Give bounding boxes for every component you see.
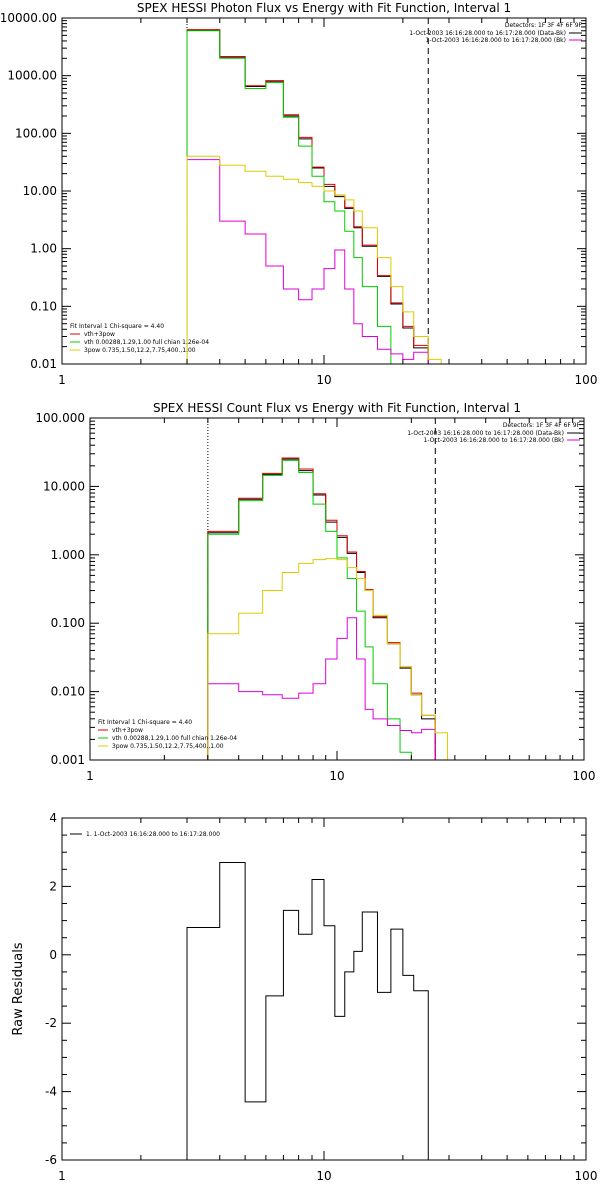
y-axis-label: Raw Residuals: [11, 942, 26, 1035]
y-tick-label: -4: [45, 1085, 57, 1099]
series-4-line: [207, 617, 448, 760]
y-tick-label: 1000.00: [7, 69, 57, 83]
legend-detectors: Detectors: 1F 3F 4F 6F 9F: [505, 22, 583, 29]
series-group: [186, 29, 442, 364]
chart-title: SPEX HESSI Photon Flux vs Energy with Fi…: [137, 1, 511, 15]
y-tick-label: 2: [49, 879, 57, 893]
legend-entry-text: 1-Oct-2003 16:16:28.000 to 16:17:28.000 …: [426, 37, 567, 44]
y-tick-label: 0.001: [51, 753, 85, 767]
plot-panel-2: SPEX HESSI Count Flux vs Energy with Fit…: [35, 401, 595, 783]
legend-fit-entry: vth 0.00288,1.29,1.00 full chian 1.26e-0…: [112, 735, 237, 742]
legend-entry-text: 1-Oct-2003 16:16:28.000 to 16:17:28.000 …: [407, 430, 564, 437]
x-tick-label: 10: [316, 373, 331, 387]
series-4-line: [186, 159, 442, 364]
x-tick-label: 100: [575, 373, 598, 387]
y-tick-label: 10.000: [43, 479, 85, 493]
y-tick-label: 0.10: [30, 299, 57, 313]
x-tick-label: 10: [316, 1169, 331, 1183]
y-tick-label: 1.000: [51, 548, 85, 562]
series-1-line: [207, 458, 448, 760]
y-tick-label: 0: [49, 948, 57, 962]
axes-frame: [61, 817, 587, 1161]
y-tick-label: -2: [45, 1016, 57, 1030]
series-2-line: [186, 29, 442, 364]
y-tick-label: 0.100: [51, 616, 85, 630]
chart-title: SPEX HESSI Count Flux vs Energy with Fit…: [153, 401, 521, 415]
legend-fit-entry: 3pow 0.735,1.50,12.2,7.75,400.,1.00: [112, 743, 224, 750]
legend-fit-entry: vth 0.00288,1.29,1.00 full chian 1.26e-0…: [84, 339, 209, 346]
y-tick-label: 0.010: [51, 685, 85, 699]
y-tick-label: 1.00: [30, 242, 57, 256]
y-tick-label: 10.00: [23, 184, 57, 198]
x-tick-label: 1: [86, 769, 94, 783]
series-group: [186, 861, 429, 1160]
series-2-line: [207, 457, 448, 760]
x-tick-label: 10: [329, 769, 344, 783]
plot-panel-1: SPEX HESSI Photon Flux vs Energy with Fi…: [0, 1, 597, 387]
legend-fit-entry: vth+3pow: [112, 727, 143, 734]
legend-fit-entry: 3pow 0.735,1.50,12.2,7.75,400.,1.00: [84, 347, 196, 354]
y-tick-label: 100.00: [15, 126, 57, 140]
series-5-line: [186, 155, 442, 364]
legend-fit-header: Fit Interval 1 Chi-square = 4.40: [70, 323, 164, 330]
x-tick-label: 100: [575, 1169, 598, 1183]
series-3-line: [186, 30, 442, 364]
series-1-line: [186, 861, 429, 1160]
y-tick-label: 100.000: [35, 411, 85, 425]
y-tick-label: 0.01: [30, 357, 57, 371]
legend-fit-header: Fit Interval 1 Chi-square = 4.40: [98, 719, 192, 726]
x-tick-label: 100: [573, 769, 596, 783]
legend-entry-text: 1. 1-Oct-2003 16:16:28.000 to 16:17:28.0…: [86, 831, 220, 838]
series-5-line: [207, 558, 448, 760]
series-3-line: [207, 459, 448, 760]
y-tick-label: 4: [49, 811, 57, 825]
plot-panel-3: Raw Residuals 1 10 100 -6 -4 -2 0 2 4 1. 1-Oct-200…: [11, 811, 597, 1183]
x-tick-label: 1: [58, 1169, 66, 1183]
legend-entry-text: 1-Oct-2003 16:16:28.000 to 16:17:28.000 …: [424, 437, 565, 444]
legend-fit-entry: vth+3pow: [84, 331, 115, 338]
axes-frame: [89, 417, 585, 761]
y-tick-label: -6: [45, 1153, 57, 1167]
series-group: [207, 457, 448, 760]
x-tick-label: 1: [58, 373, 66, 387]
y-tick-label: 10000.00: [0, 11, 57, 25]
legend-entry-text: 1-Oct-2003 16:16:28.000 to 16:17:28.000 …: [409, 30, 566, 37]
legend-detectors: Detectors: 1F 3F 4F 6F 9F: [503, 422, 581, 429]
